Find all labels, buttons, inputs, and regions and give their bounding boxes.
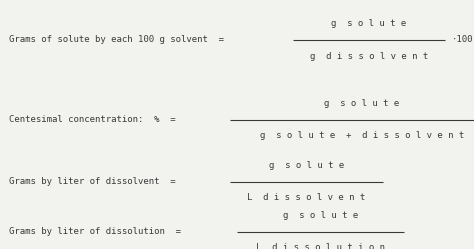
Text: L  d i s s o l v e n t: L d i s s o l v e n t	[247, 193, 365, 202]
Text: L  d i s s o l u t i o n: L d i s s o l u t i o n	[256, 243, 385, 249]
Text: Centesimal concentration:  %  =: Centesimal concentration: % =	[9, 115, 176, 124]
Text: Grams of solute by each 100 g solvent  =: Grams of solute by each 100 g solvent =	[9, 35, 225, 44]
Text: ·100: ·100	[452, 35, 474, 44]
Text: Grams by liter of dissolvent  =: Grams by liter of dissolvent =	[9, 177, 176, 186]
Text: g  s o l u t e: g s o l u t e	[324, 99, 400, 108]
Text: g  s o l u t e: g s o l u t e	[283, 211, 358, 220]
Text: g  s o l u t e: g s o l u t e	[331, 19, 407, 28]
Text: Grams by liter of dissolution  =: Grams by liter of dissolution =	[9, 227, 182, 236]
Text: g  s o l u t e: g s o l u t e	[269, 161, 344, 170]
Text: g  d i s s o l v e n t: g d i s s o l v e n t	[310, 52, 428, 61]
Text: g  s o l u t e  +  d i s s o l v e n t: g s o l u t e + d i s s o l v e n t	[260, 131, 464, 140]
